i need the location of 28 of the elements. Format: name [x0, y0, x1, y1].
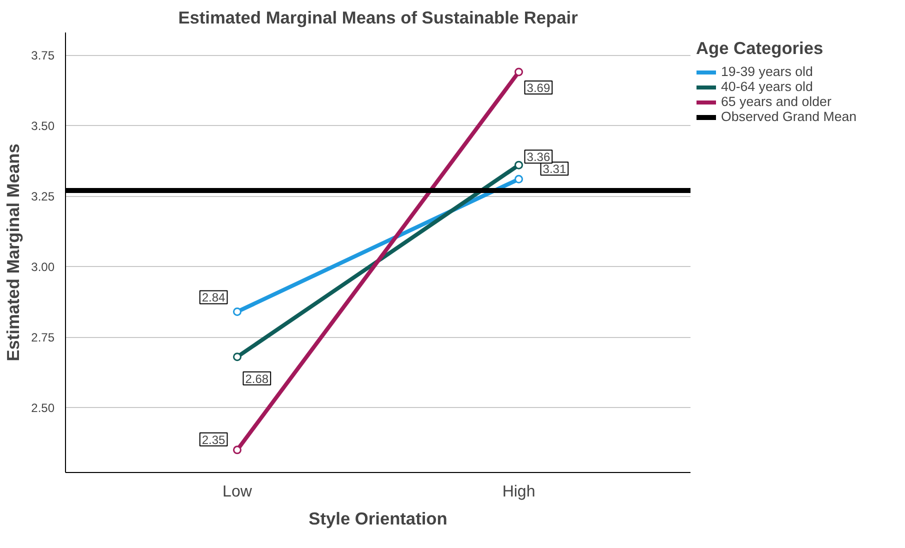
chart-title: Estimated Marginal Means of Sustainable Repair — [178, 8, 578, 28]
y-tick-label: 3.25 — [31, 190, 55, 204]
x-axis-title: Style Orientation — [308, 508, 448, 528]
point — [514, 174, 524, 184]
x-tick-label: Low — [222, 484, 252, 500]
y-tick-label: 2.50 — [31, 401, 55, 416]
y-tick-label: 3.00 — [31, 260, 55, 274]
y-tick-label: 3.75 — [31, 48, 55, 63]
point — [232, 307, 242, 316]
data-label: 3.36 — [526, 150, 550, 164]
point — [232, 352, 242, 362]
data-label: 2.35 — [202, 432, 226, 447]
data-label: 3.69 — [526, 80, 550, 95]
legend-label: 19-39 years old — [721, 64, 813, 79]
legend-label: 65 years and older — [721, 94, 832, 109]
x-tick-label: High — [502, 484, 536, 500]
legend-title: Age Categories — [696, 38, 824, 59]
y-tick-label: 3.50 — [31, 119, 55, 134]
legend-label: Observed Grand Mean — [721, 109, 857, 124]
point — [514, 68, 524, 76]
y-tick-label: 2.75 — [31, 330, 55, 345]
data-label: 3.31 — [542, 162, 566, 176]
point — [232, 446, 242, 454]
legend-label: 40-64 years old — [721, 79, 813, 94]
y-axis-title: Estimated Marginal Means — [3, 144, 24, 362]
point — [514, 160, 524, 170]
data-label: 2.68 — [245, 372, 269, 386]
data-label: 2.84 — [202, 290, 226, 305]
